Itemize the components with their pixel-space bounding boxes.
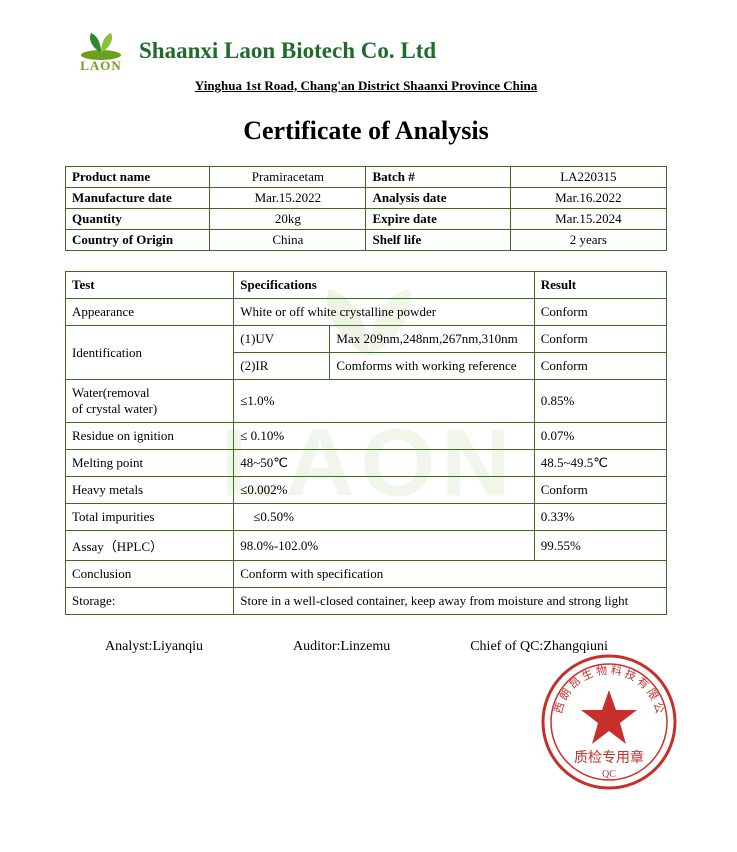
info-label: Manufacture date [66,188,210,209]
leaf-icon [75,30,127,60]
cell-spec: Max 209nm,248nm,267nm,310nm [330,326,534,353]
info-table: Product name Pramiracetam Batch # LA2203… [65,166,667,251]
info-label: Country of Origin [66,230,210,251]
cell-test: Melting point [66,450,234,477]
cell-spec: Comforms with working reference [330,353,534,380]
info-label: Shelf life [366,230,510,251]
cell-test: Residue on ignition [66,423,234,450]
cell-result: 0.33% [534,504,666,531]
cell-test: Conclusion [66,561,234,588]
table-row: Heavy metals ≤0.002% Conform [66,477,667,504]
cell-test: Identification [66,326,234,380]
table-row: Assay（HPLC） 98.0%-102.0% 99.55% [66,531,667,561]
results-table: Test Specifications Result Appearance Wh… [65,271,667,615]
table-row: Water(removal of crystal water) ≤1.0% 0.… [66,380,667,423]
cell-result: Conform [534,299,666,326]
cell-spec: Store in a well-closed container, keep a… [234,588,667,615]
stamp-qc: QC [602,769,616,780]
info-value: China [210,230,366,251]
info-value: Mar.15.2024 [510,209,666,230]
stamp-text: 质检专用章 [574,749,644,766]
col-header-result: Result [534,272,666,299]
info-value: Pramiracetam [210,167,366,188]
cell-test: Water(removal of crystal water) [66,380,234,423]
cell-result: 0.07% [534,423,666,450]
cell-result: Conform [534,477,666,504]
header: LAON Shaanxi Laon Biotech Co. Ltd [75,30,667,72]
info-label: Product name [66,167,210,188]
cell-test: Total impurities [66,504,234,531]
table-row: Appearance White or off white crystallin… [66,299,667,326]
info-value: 20kg [210,209,366,230]
cell-spec: ≤ 0.10% [234,423,534,450]
logo-word: LAON [80,59,122,72]
company-address: Yinghua 1st Road, Chang'an District Shaa… [65,78,667,94]
cell-result: Conform [534,353,666,380]
cell-spec-sub: (1)UV [234,326,330,353]
chief-qc-signature: Chief of QC:Zhangqiuni [470,639,608,655]
info-label: Expire date [366,209,510,230]
table-row: Country of Origin China Shelf life 2 yea… [66,230,667,251]
info-value: 2 years [510,230,666,251]
cell-result: 48.5~49.5℃ [534,450,666,477]
table-row: Manufacture date Mar.15.2022 Analysis da… [66,188,667,209]
col-header-test: Test [66,272,234,299]
cell-spec-sub: (2)IR [234,353,330,380]
cell-spec: White or off white crystalline powder [234,299,534,326]
table-row: Product name Pramiracetam Batch # LA2203… [66,167,667,188]
col-header-spec: Specifications [234,272,534,299]
info-value: Mar.15.2022 [210,188,366,209]
cell-test: Storage: [66,588,234,615]
sig-name: Linzemu [340,639,390,654]
cell-spec: ≤1.0% [234,380,534,423]
table-row: Storage: Store in a well-closed containe… [66,588,667,615]
signatures-row: Analyst:Liyanqiu Auditor:Linzemu Chief o… [65,639,667,655]
info-value: LA220315 [510,167,666,188]
sig-label: Auditor: [293,639,340,654]
table-row: Total impurities ≤0.50% 0.33% [66,504,667,531]
info-label: Quantity [66,209,210,230]
cell-result: 0.85% [534,380,666,423]
sig-label: Chief of QC: [470,639,543,654]
cell-spec: 48~50℃ [234,450,534,477]
company-name: Shaanxi Laon Biotech Co. Ltd [139,38,436,64]
cell-test: Assay（HPLC） [66,531,234,561]
cell-test: Appearance [66,299,234,326]
document-title: Certificate of Analysis [65,116,667,146]
sig-name: Zhangqiuni [543,639,608,654]
info-label: Batch # [366,167,510,188]
table-row: Conclusion Conform with specification [66,561,667,588]
sig-label: Analyst: [105,639,152,654]
cell-test: Heavy metals [66,477,234,504]
info-value: Mar.16.2022 [510,188,666,209]
analyst-signature: Analyst:Liyanqiu [105,639,203,655]
table-header-row: Test Specifications Result [66,272,667,299]
table-row: Melting point 48~50℃ 48.5~49.5℃ [66,450,667,477]
cell-spec: Conform with specification [234,561,667,588]
cell-spec: ≤0.50% [234,504,534,531]
cell-spec: 98.0%-102.0% [234,531,534,561]
table-row: Residue on ignition ≤ 0.10% 0.07% [66,423,667,450]
cell-result: Conform [534,326,666,353]
sig-name: Liyanqiu [152,639,203,654]
info-label: Analysis date [366,188,510,209]
cell-result: 99.55% [534,531,666,561]
company-logo: LAON [75,30,127,72]
cell-spec: ≤0.002% [234,477,534,504]
auditor-signature: Auditor:Linzemu [293,639,390,655]
table-row: Quantity 20kg Expire date Mar.15.2024 [66,209,667,230]
table-row: Identification (1)UV Max 209nm,248nm,267… [66,326,667,353]
